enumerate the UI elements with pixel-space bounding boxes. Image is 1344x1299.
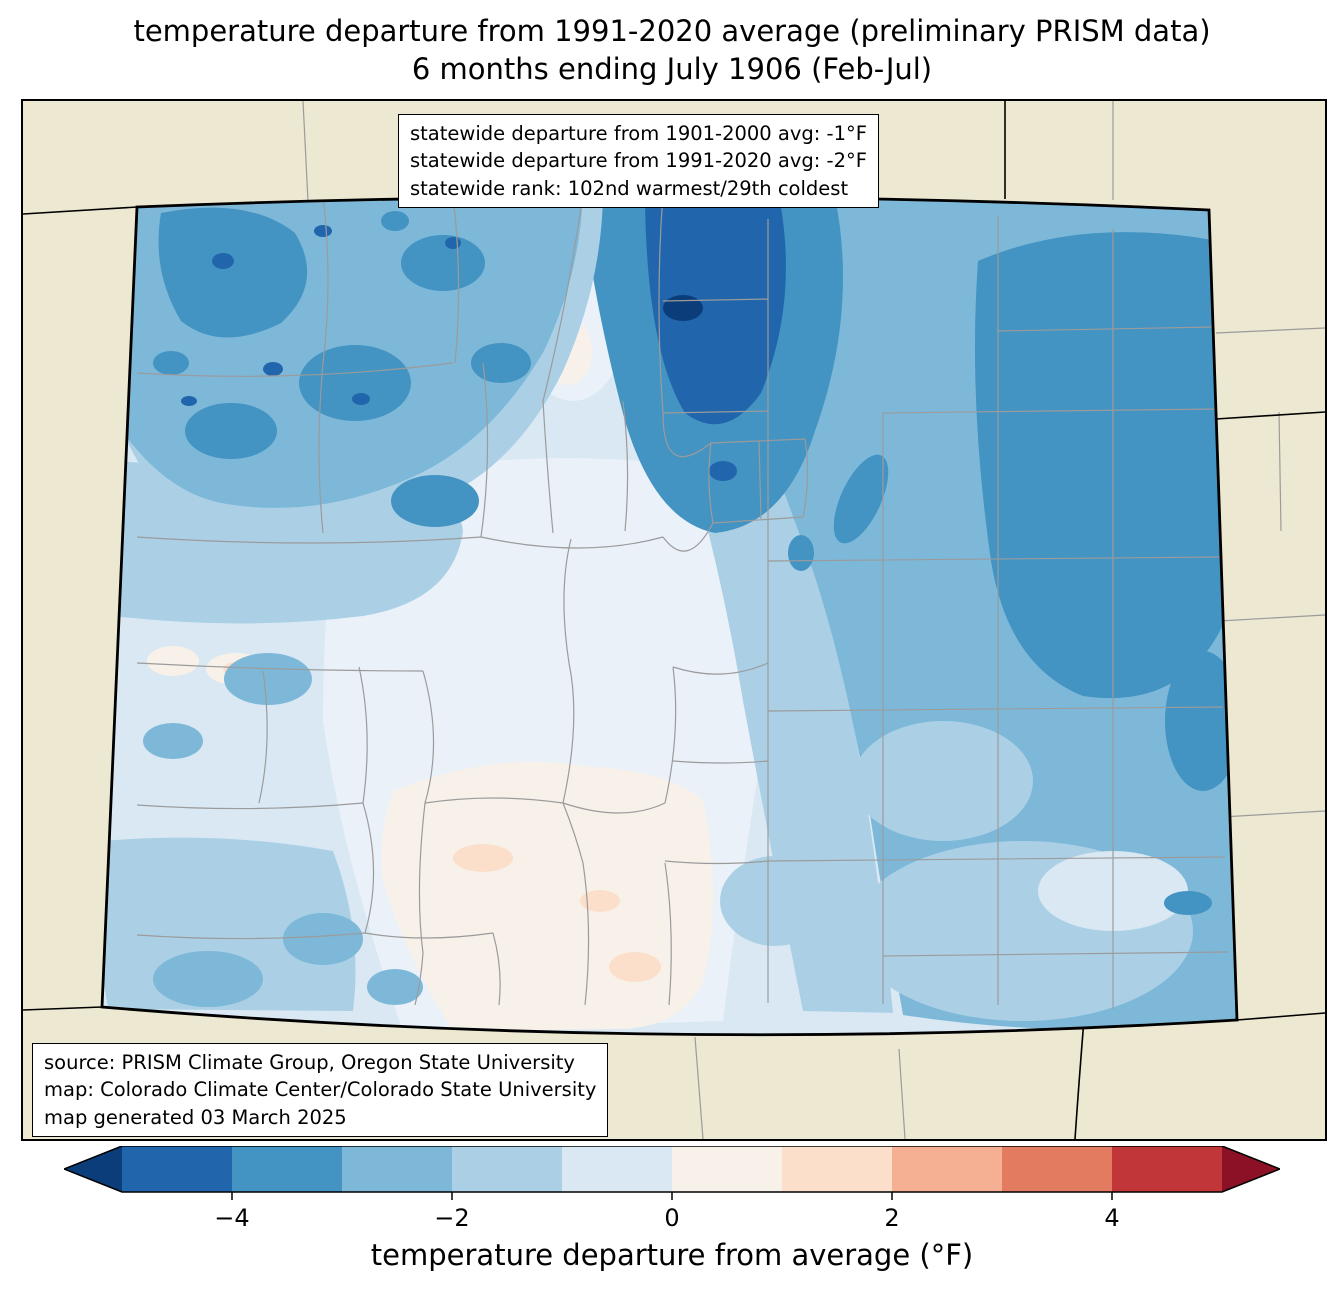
- stats-line-2: statewide departure from 1991-2020 avg: …: [410, 149, 867, 173]
- colorbar-tick-label: 4: [1104, 1204, 1120, 1232]
- colorbar-outline: [61, 1145, 1283, 1193]
- colorbar-segment: [452, 1146, 563, 1192]
- colorbar-ticks: [231, 1192, 1113, 1200]
- colorbar-segment: [672, 1146, 783, 1192]
- source-credit-box: source: PRISM Climate Group, Oregon Stat…: [32, 1043, 609, 1137]
- neighbor-county-lines: [302, 101, 1325, 1139]
- colorbar-canvas: [61, 1145, 1283, 1200]
- colorbar-tick-label: −4: [214, 1204, 250, 1232]
- colorbar-segment: [782, 1146, 893, 1192]
- temperature-surface: [102, 196, 1237, 1035]
- colorbar-tick-label: −2: [434, 1204, 470, 1232]
- title-line-2: 6 months ending July 1906 (Feb-Jul): [411, 52, 933, 87]
- colorbar-tick-label: 0: [664, 1204, 680, 1232]
- colorbar-segment: [892, 1146, 1003, 1192]
- colorbar-segment: [342, 1146, 453, 1192]
- figure-title: temperature departure from 1991-2020 ave…: [0, 12, 1344, 89]
- colorbar-segment: [232, 1146, 343, 1192]
- colorbar-tick-label: 2: [884, 1204, 900, 1232]
- colorbar-segment: [562, 1146, 673, 1192]
- statewide-stats-box: statewide departure from 1901-2000 avg: …: [398, 114, 879, 208]
- colorbar-segment: [122, 1146, 233, 1192]
- colorbar-axis-label: temperature departure from average (°F): [370, 1238, 974, 1272]
- stats-line-1: statewide departure from 1901-2000 avg: …: [410, 122, 867, 145]
- colorbar-segment: [1112, 1146, 1222, 1192]
- source-line-3: map generated 03 March 2025: [44, 1105, 347, 1129]
- colorbar-over-arrow: [1222, 1146, 1280, 1192]
- neighbor-state-borders: [23, 101, 1325, 1139]
- county-boundaries: [136, 196, 1229, 1009]
- colorbar-segment: [1002, 1146, 1113, 1192]
- source-line-1: source: PRISM Climate Group, Oregon Stat…: [44, 1051, 575, 1074]
- colorbar-under-arrow: [64, 1146, 122, 1192]
- colorbar: −4 −2 0 2 4: [61, 1145, 1283, 1241]
- stats-line-3: statewide rank: 102nd warmest/29th colde…: [410, 176, 849, 200]
- source-line-2: map: Colorado Climate Center/Colorado St…: [44, 1078, 597, 1102]
- map-canvas: [23, 101, 1325, 1139]
- title-line-1: temperature departure from 1991-2020 ave…: [133, 14, 1211, 48]
- map-panel: statewide departure from 1901-2000 avg: …: [21, 99, 1327, 1141]
